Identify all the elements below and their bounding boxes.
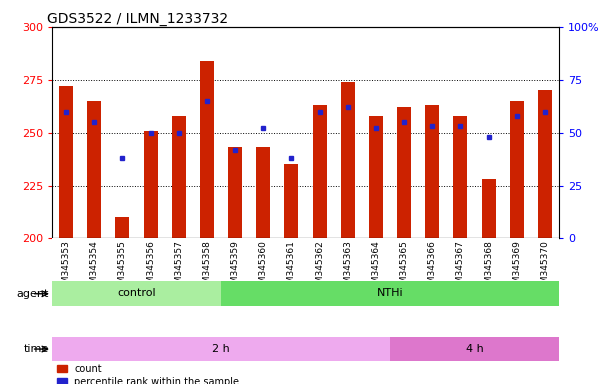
Text: GSM345369: GSM345369 <box>512 240 521 295</box>
Text: GSM345370: GSM345370 <box>541 240 549 295</box>
Bar <box>453 116 467 238</box>
Text: 2 h: 2 h <box>212 344 230 354</box>
Bar <box>538 90 552 238</box>
Text: GSM345355: GSM345355 <box>118 240 127 295</box>
Text: GDS3522 / ILMN_1233732: GDS3522 / ILMN_1233732 <box>47 12 228 26</box>
Text: GSM345364: GSM345364 <box>371 240 381 295</box>
Bar <box>341 82 355 238</box>
Bar <box>390 337 559 361</box>
Bar <box>87 101 101 238</box>
Bar <box>369 116 383 238</box>
Text: GSM345361: GSM345361 <box>287 240 296 295</box>
Text: GSM345366: GSM345366 <box>428 240 437 295</box>
Legend: count, percentile rank within the sample: count, percentile rank within the sample <box>57 364 240 384</box>
Text: NTHi: NTHi <box>377 288 403 298</box>
Text: 4 h: 4 h <box>466 344 483 354</box>
Bar <box>200 61 214 238</box>
Text: GSM345362: GSM345362 <box>315 240 324 295</box>
Text: GSM345354: GSM345354 <box>90 240 99 295</box>
Bar <box>228 147 242 238</box>
Text: GSM345365: GSM345365 <box>400 240 409 295</box>
Bar <box>510 101 524 238</box>
Text: control: control <box>117 288 156 298</box>
Text: GSM345367: GSM345367 <box>456 240 465 295</box>
Bar <box>397 107 411 238</box>
Text: GSM345353: GSM345353 <box>62 240 70 295</box>
Text: GSM345363: GSM345363 <box>343 240 353 295</box>
Bar <box>284 164 298 238</box>
Bar <box>172 116 186 238</box>
Bar <box>256 147 270 238</box>
Text: GSM345359: GSM345359 <box>230 240 240 295</box>
Text: agent: agent <box>16 289 49 299</box>
Bar <box>52 337 390 361</box>
Bar <box>59 86 73 238</box>
Bar <box>313 105 327 238</box>
Text: GSM345360: GSM345360 <box>258 240 268 295</box>
Bar <box>481 179 496 238</box>
Text: GSM345356: GSM345356 <box>146 240 155 295</box>
Bar <box>144 131 158 238</box>
Bar <box>52 281 221 306</box>
Text: GSM345358: GSM345358 <box>202 240 211 295</box>
Bar <box>221 281 559 306</box>
Text: GSM345368: GSM345368 <box>484 240 493 295</box>
Text: time: time <box>24 344 49 354</box>
Bar <box>115 217 130 238</box>
Bar <box>425 105 439 238</box>
Text: GSM345357: GSM345357 <box>174 240 183 295</box>
